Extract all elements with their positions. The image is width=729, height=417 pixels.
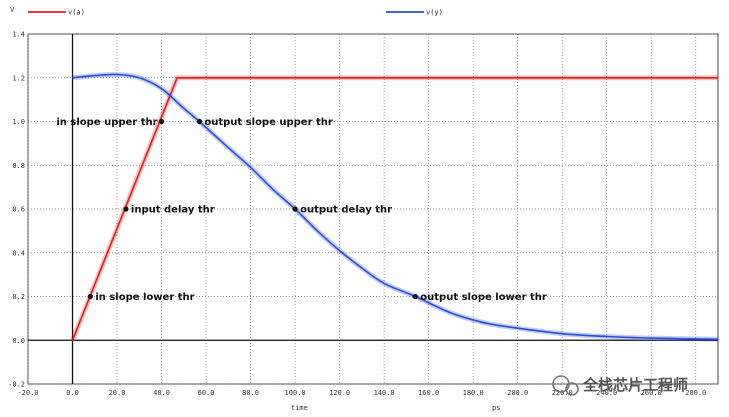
annotation-label: output slope upper thr: [204, 117, 333, 128]
series-line: [71, 77, 718, 341]
x-tick-label: 20.0: [109, 389, 126, 397]
x-tick-label: 60.0: [198, 389, 215, 397]
x-tick-label: 100.0: [285, 389, 306, 397]
x-tick-label: 280.0: [685, 389, 706, 397]
watermark-text: 全栈芯片工程师: [582, 376, 688, 394]
x-tick-label: 40.0: [153, 389, 170, 397]
annotation-point: [123, 206, 129, 212]
legend-label: v(y): [426, 9, 443, 17]
y-axis-label: V: [10, 6, 15, 14]
annotation-label: in slope lower thr: [95, 292, 194, 303]
x-tick-label: 260.0: [641, 389, 662, 397]
x-axis-label: time: [291, 404, 308, 412]
annotation-label: output slope lower thr: [420, 292, 547, 303]
x-axis-unit: ps: [492, 404, 500, 412]
annotation-point: [196, 118, 202, 125]
x-tick-label: 80.0: [242, 389, 259, 397]
series-line: [72, 73, 719, 340]
legend: v(a) v(y): [28, 9, 443, 17]
y-tick-label: 0.0: [12, 337, 25, 345]
x-tick-label: 140.0: [374, 389, 395, 397]
y-tick-label: 1.0: [12, 118, 25, 126]
annotation-label: output delay thr: [300, 205, 392, 216]
y-tick-label: 1.4: [12, 31, 25, 39]
ticks: -20.0 0.0 20.0 40.0 60.0 80.0 100.0 120.0 140.0 1…: [8, 31, 706, 398]
watermark-logo-icon: [552, 375, 579, 396]
x-tick-label: 120.0: [329, 389, 350, 397]
y-tick-label: -0.2: [8, 381, 25, 389]
series: [70, 71, 719, 342]
annotation-point: [292, 206, 298, 212]
y-tick-label: 1.2: [12, 74, 25, 82]
annotation-point: [412, 293, 418, 300]
y-tick-label: 0.8: [12, 162, 25, 170]
x-tick-label: 240.0: [596, 389, 617, 397]
legend-label: v(a): [68, 9, 85, 17]
x-tick-label: 220.0: [552, 389, 573, 397]
annotation-point: [158, 118, 165, 125]
y-tick-label: 0.2: [12, 293, 25, 301]
y-tick-label: 0.6: [12, 206, 25, 214]
x-tick-label: 180.0: [463, 389, 484, 397]
x-tick-label: 200.0: [507, 389, 528, 397]
watermark: 全栈芯片工程师: [552, 375, 688, 396]
annotation-point: [87, 293, 93, 300]
annotation-label: in slope upper thr: [56, 117, 157, 128]
axes: [28, 34, 718, 384]
x-tick-label: -20.0: [17, 389, 38, 397]
y-tick-label: 0.4: [12, 249, 25, 257]
x-tick-label: 0.0: [66, 389, 79, 397]
x-tick-label: 160.0: [418, 389, 439, 397]
annotation-label: input delay thr: [131, 205, 215, 216]
annotations: in slope upper thr output slope upper thr…: [56, 117, 547, 303]
